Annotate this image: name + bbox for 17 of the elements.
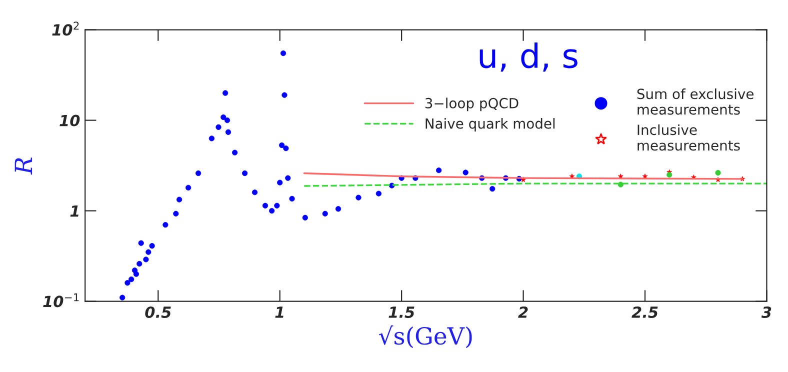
legend-label: Sum of exclusive measurements — [637, 88, 754, 115]
x-tick-label: 2 — [518, 306, 528, 318]
legend-label: Inclusive measurements — [638, 124, 740, 151]
x-axis-title: √s(GeV) — [378, 325, 472, 348]
legend-label: 3−loop pQCD — [425, 98, 518, 112]
y-tick-label: 1 — [70, 205, 78, 217]
y-tick-label: 10 — [60, 114, 80, 126]
y-tick-label: 10$^{−1}$ — [43, 293, 79, 308]
x-tick-label: 2.5 — [632, 306, 658, 318]
x-tick-label: 1.5 — [388, 306, 414, 318]
legend-label: Naive quark model — [426, 118, 555, 132]
x-tick-label: 3 — [761, 306, 772, 318]
y-tick-label: 10$^{2}$ — [52, 22, 79, 36]
y-axis-title: R — [14, 158, 32, 175]
chart-title: u, d, s — [480, 42, 578, 72]
x-tick-label: 1 — [275, 306, 284, 318]
x-tick-label: 0.5 — [145, 306, 171, 318]
